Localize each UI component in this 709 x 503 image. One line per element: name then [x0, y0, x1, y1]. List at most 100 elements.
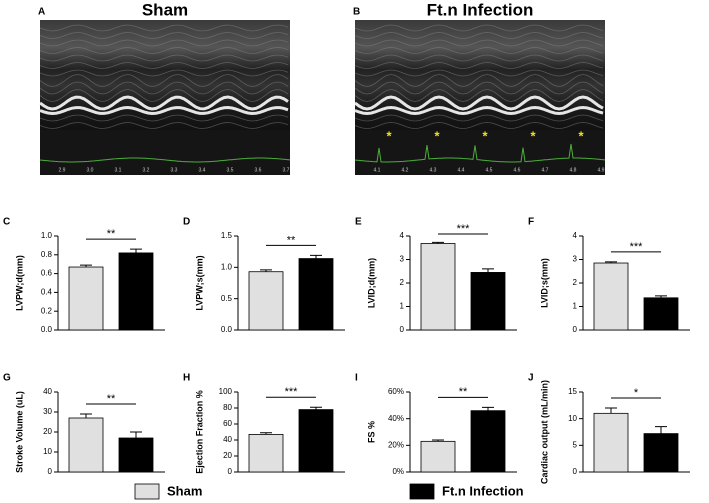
time-label: 3.5 [227, 167, 234, 173]
bar [118, 437, 154, 473]
bar [420, 243, 456, 331]
y-tick-label: 10 [568, 414, 577, 423]
error-bar [80, 264, 92, 268]
y-tick-label: 1 [573, 302, 578, 311]
time-label: 3.3 [171, 167, 178, 173]
y-tick-label: 0.5 [221, 294, 233, 303]
panel-label: F [528, 217, 534, 228]
panel-label: E [355, 217, 362, 228]
echo-band [354, 74, 604, 87]
marker: * [530, 128, 536, 143]
echo-band [354, 69, 604, 77]
echo-band [39, 24, 289, 32]
error-bar [655, 295, 667, 298]
significance-label: *** [457, 223, 471, 235]
error-bar [130, 248, 142, 253]
y-tick-label: 80 [223, 403, 232, 412]
time-label: 3.7 [283, 167, 290, 173]
y-tick-label: 40 [43, 387, 52, 396]
error-bar [482, 406, 494, 411]
error-bar [80, 413, 92, 418]
significance-label: *** [630, 241, 644, 253]
marker: * [434, 128, 440, 143]
time-label: 3.2 [143, 167, 150, 173]
error-bar [605, 407, 617, 414]
bar [470, 272, 506, 331]
panel-label: D [183, 217, 190, 228]
y-tick-label: 20 [223, 451, 232, 460]
bar [298, 409, 334, 473]
panel-title: Ft.n Infection [427, 0, 534, 19]
bar [248, 433, 284, 473]
echo-band [39, 89, 289, 102]
y-tick-label: 5 [573, 440, 578, 449]
time-label: 4.6 [514, 167, 521, 173]
echo-band [39, 62, 289, 69]
echo-band [39, 32, 289, 39]
bar [248, 271, 284, 331]
y-axis-label: Ejection Fraction % [194, 390, 204, 474]
significance-label: ** [107, 393, 116, 405]
error-bar [310, 254, 322, 259]
significance-label: ** [107, 228, 116, 240]
echo-band [354, 122, 604, 129]
time-label: 4.2 [402, 167, 409, 173]
panel-label: J [528, 373, 534, 384]
bar [298, 258, 334, 331]
y-tick-label: 2 [400, 278, 405, 287]
y-tick-label: 3 [573, 255, 578, 264]
y-tick-label: 0.8 [41, 250, 53, 259]
time-label: 3.6 [255, 167, 262, 173]
panel-label: A [38, 7, 45, 18]
y-axis-label: LVID;d(mm) [366, 258, 376, 308]
y-tick-label: 1 [400, 302, 405, 311]
time-label: 3.0 [87, 167, 94, 173]
y-tick-label: 4 [573, 231, 578, 240]
y-tick-label: 40% [388, 414, 404, 423]
y-axis-label: LVPW;d(mm) [14, 255, 24, 311]
panel-title: Sham [142, 0, 188, 19]
y-tick-label: 10 [43, 447, 52, 456]
y-axis-label: Stroke Volume (uL) [14, 391, 24, 473]
significance-label: * [634, 387, 639, 399]
legend-label: Ft.n Infection [442, 483, 524, 498]
y-tick-label: 0 [400, 325, 405, 334]
y-tick-label: 20 [43, 427, 52, 436]
y-tick-label: 30 [43, 407, 52, 416]
echo-band [39, 114, 289, 122]
panel-label: C [3, 217, 10, 228]
echo-band [354, 62, 604, 69]
time-label: 4.8 [570, 167, 577, 173]
error-bar [482, 268, 494, 273]
bar [643, 297, 679, 331]
y-tick-label: 2 [573, 278, 578, 287]
error-bar [310, 406, 322, 410]
echo-band [354, 89, 604, 102]
echo-band [354, 39, 604, 47]
marker: * [482, 128, 488, 143]
y-tick-label: 100 [219, 387, 233, 396]
echo-band [39, 74, 289, 87]
y-tick-label: 40 [223, 435, 232, 444]
significance-label: ** [459, 386, 468, 398]
ecg-strip [40, 130, 290, 175]
echo-band [39, 105, 289, 116]
panel-label: B [353, 7, 360, 18]
echo-band [354, 24, 604, 32]
y-tick-label: 0% [392, 467, 404, 476]
y-tick-label: 0.6 [41, 269, 53, 278]
panel-label: I [355, 373, 358, 384]
echo-band [39, 95, 289, 111]
y-tick-label: 20% [388, 440, 404, 449]
error-bar [260, 269, 272, 272]
bar [68, 417, 104, 473]
time-label: 3.1 [115, 167, 122, 173]
bar [593, 412, 629, 473]
time-label: 4.1 [374, 167, 381, 173]
echo-band [39, 54, 289, 62]
y-axis-label: FS % [366, 421, 376, 443]
ecg-trace [39, 157, 291, 163]
echo-band [354, 114, 604, 122]
error-bar [130, 431, 142, 438]
